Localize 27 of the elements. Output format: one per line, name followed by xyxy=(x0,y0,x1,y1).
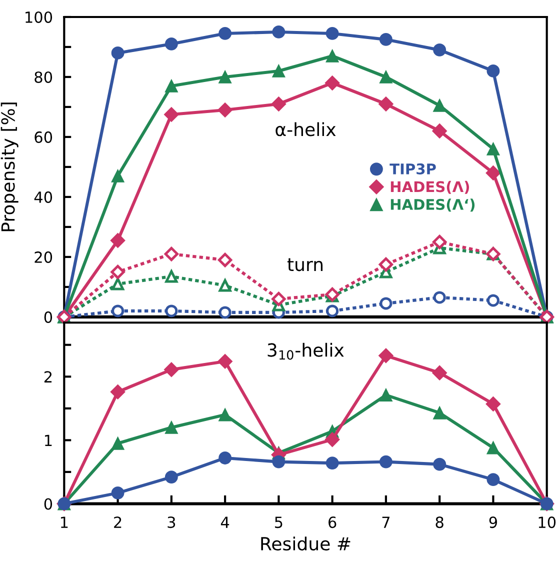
annotation: α-helix xyxy=(276,122,336,136)
x-tick-label: 1 xyxy=(60,516,68,528)
y-tick-label: 80 xyxy=(34,71,52,83)
y-tick-label: 0 xyxy=(44,498,52,510)
annotation: turn xyxy=(287,258,323,272)
x-tick-label: 7 xyxy=(382,516,390,528)
legend-label: HADES(Λ‘) xyxy=(390,198,475,212)
y-tick-label: 40 xyxy=(34,191,52,203)
y-tick-label: 2 xyxy=(44,371,52,382)
x-tick-label: 4 xyxy=(220,516,230,528)
x-tick-label: 6 xyxy=(328,516,336,528)
legend-label: HADES(Λ) xyxy=(390,180,470,194)
x-tick-label: 10 xyxy=(538,516,556,528)
annotation: 3$_{10}$-helix xyxy=(268,342,344,360)
y-tick-label: 0 xyxy=(44,311,52,323)
x-tick-label: 2 xyxy=(114,516,122,528)
y-tick-label: 100 xyxy=(26,11,52,23)
y-axis-title: Propensity [%] xyxy=(0,102,18,232)
x-tick-label: 8 xyxy=(436,516,444,528)
x-tick-label: 5 xyxy=(275,516,282,528)
y-tick-label: 1 xyxy=(45,434,52,446)
x-tick-label: 9 xyxy=(489,516,497,528)
x-axis-title: Residue # xyxy=(261,536,350,551)
x-tick-label: 3 xyxy=(168,516,176,528)
y-tick-label: 20 xyxy=(34,251,52,263)
y-tick-label: 60 xyxy=(34,131,52,143)
legend-label: TIP3P xyxy=(390,163,436,174)
